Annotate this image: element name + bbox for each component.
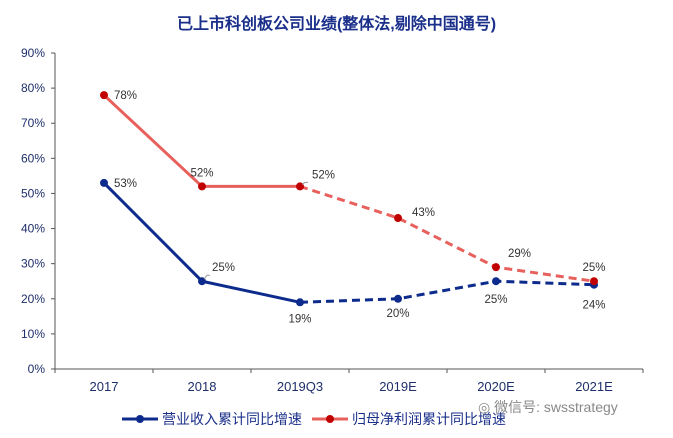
- data-label: 52%: [312, 169, 335, 181]
- data-label: 78%: [114, 90, 137, 102]
- leader-line: [301, 181, 308, 185]
- data-point: [100, 91, 108, 100]
- y-tick-label: 70%: [21, 116, 45, 130]
- y-tick-label: 60%: [21, 151, 45, 165]
- data-point: [198, 182, 206, 191]
- watermark: ◎ 微信号: swsstrategy: [478, 399, 618, 415]
- data-label: 25%: [212, 262, 235, 274]
- data-label: 20%: [386, 308, 409, 320]
- y-tick-label: 0%: [28, 362, 46, 376]
- legend-label: 归母净利润累计同比增速: [352, 411, 506, 427]
- x-tick-label: 2017: [90, 379, 119, 394]
- data-label: 24%: [582, 300, 605, 312]
- y-tick-label: 90%: [21, 46, 45, 60]
- y-tick-label: 30%: [21, 257, 45, 271]
- data-point: [296, 298, 304, 307]
- x-tick-label: 2019Q3: [277, 379, 323, 394]
- data-label: 29%: [508, 248, 531, 260]
- y-tick-label: 50%: [21, 186, 45, 200]
- data-point: [100, 178, 108, 187]
- legend-item-revenue: 营业收入累计同比增速: [122, 409, 302, 429]
- x-tick-label: 2021E: [575, 379, 613, 394]
- data-label: 25%: [484, 294, 507, 306]
- legend-label: 营业收入累计同比增速: [162, 411, 302, 427]
- chart-title: 已上市科创板公司业绩(整体法,剔除中国通号): [176, 16, 497, 33]
- data-point: [394, 294, 402, 303]
- leader-line: [203, 274, 210, 280]
- x-tick-label: 2020E: [477, 379, 515, 394]
- data-label: 52%: [190, 167, 213, 179]
- y-tick-label: 80%: [21, 81, 45, 95]
- series-line-dashed: [299, 279, 595, 304]
- x-tick-label: 2018: [188, 379, 217, 394]
- y-tick-label: 20%: [21, 292, 45, 306]
- data-point: [394, 214, 402, 223]
- data-point: [590, 277, 598, 286]
- y-tick-label: 10%: [21, 327, 45, 341]
- data-label: 25%: [582, 262, 605, 274]
- y-tick-label: 40%: [21, 222, 45, 236]
- data-label: 53%: [114, 178, 137, 190]
- data-label: 43%: [412, 207, 435, 219]
- watermark-text: 微信号: swsstrategy: [494, 399, 618, 415]
- data-point: [492, 263, 500, 272]
- series-line-dashed: [299, 184, 595, 283]
- data-point: [492, 277, 500, 286]
- legend-item-profit: 归母净利润累计同比增速: [312, 409, 506, 429]
- data-label: 19%: [288, 313, 311, 325]
- x-tick-label: 2019E: [379, 379, 417, 394]
